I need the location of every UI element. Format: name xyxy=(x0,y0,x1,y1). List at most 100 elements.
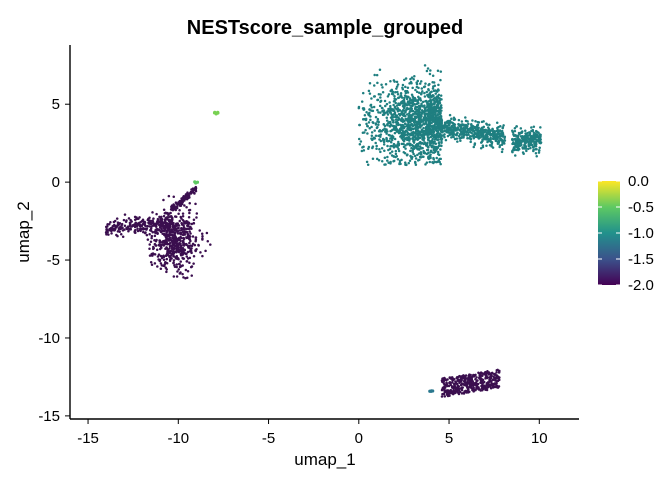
scatter-point xyxy=(406,119,410,122)
scatter-point xyxy=(168,219,171,222)
scatter-point xyxy=(452,116,456,120)
scatter-point xyxy=(472,145,476,149)
scatter-point xyxy=(367,147,370,150)
scatter-point xyxy=(150,236,153,240)
scatter-point xyxy=(152,246,156,250)
scatter-point xyxy=(414,157,418,160)
scatter-point xyxy=(428,389,432,393)
scatter-point xyxy=(388,134,392,137)
scatter-point xyxy=(418,158,421,161)
scatter-point xyxy=(439,127,443,130)
scatter-point xyxy=(473,143,476,146)
scatter-point xyxy=(359,140,363,143)
scatter-point xyxy=(460,382,464,386)
scatter-point xyxy=(159,254,163,258)
scatter-point xyxy=(517,138,520,142)
scatter-point xyxy=(164,260,167,264)
scatter-point xyxy=(127,217,131,220)
scatter-point xyxy=(376,108,379,112)
scatter-point xyxy=(390,129,393,133)
scatter-point xyxy=(184,227,188,231)
scatter-point xyxy=(381,91,385,94)
scatter-point xyxy=(395,144,399,148)
scatter-point xyxy=(172,255,176,258)
scatter-point xyxy=(184,277,187,280)
scatter-point xyxy=(145,228,148,231)
scatter-point xyxy=(153,242,157,246)
scatter-point xyxy=(157,253,161,256)
scatter-point xyxy=(184,220,188,224)
scatter-point xyxy=(358,123,362,127)
scatter-point xyxy=(195,212,199,215)
scatter-point xyxy=(399,94,402,97)
scatter-point xyxy=(188,208,192,212)
scatter-point xyxy=(396,83,400,86)
scatter-point xyxy=(169,225,172,228)
scatter-point xyxy=(168,244,172,248)
scatter-point xyxy=(463,377,466,381)
scatter-point xyxy=(165,252,169,255)
scatter-point xyxy=(427,145,430,149)
scatter-point xyxy=(178,208,181,212)
scatter-point xyxy=(141,218,145,222)
scatter-point xyxy=(477,121,481,124)
scatter-point xyxy=(385,116,389,119)
scatter-point xyxy=(498,378,501,382)
scatter-point xyxy=(495,132,499,136)
scatter-point xyxy=(458,381,461,384)
scatter-point xyxy=(516,136,520,140)
scatter-point xyxy=(383,104,387,108)
scatter-point xyxy=(110,232,113,235)
scatter-point xyxy=(369,104,372,107)
scatter-point xyxy=(485,123,489,126)
scatter-point xyxy=(186,227,190,230)
scatter-point xyxy=(411,155,414,159)
scatter-point xyxy=(155,220,159,223)
scatter-point xyxy=(360,100,364,103)
scatter-point xyxy=(436,109,439,113)
scatter-point xyxy=(447,123,451,127)
scatter-point xyxy=(394,91,397,94)
scatter-point xyxy=(438,160,441,164)
scatter-point xyxy=(491,128,494,132)
scatter-point xyxy=(501,133,505,137)
scatter-point xyxy=(482,125,485,129)
scatter-point xyxy=(429,150,433,154)
scatter-point xyxy=(170,219,173,222)
scatter-point xyxy=(389,111,392,114)
scatter-point xyxy=(444,124,447,128)
scatter-point xyxy=(155,238,158,242)
scatter-point xyxy=(419,80,423,83)
scatter-point xyxy=(495,371,498,374)
scatter-point xyxy=(535,147,538,151)
scatter-point xyxy=(189,232,192,235)
scatter-point xyxy=(387,161,390,165)
scatter-point xyxy=(392,159,396,163)
scatter-point xyxy=(491,384,494,388)
scatter-point xyxy=(429,156,432,160)
scatter-point xyxy=(477,126,480,129)
scatter-point xyxy=(534,132,537,135)
scatter-point xyxy=(165,268,168,271)
scatter-point xyxy=(410,127,414,130)
scatter-point xyxy=(376,98,379,102)
scatter-point xyxy=(147,222,151,225)
scatter-point xyxy=(417,91,421,95)
scatter-point xyxy=(416,128,419,132)
scatter-point xyxy=(136,229,140,233)
scatter-point xyxy=(440,141,443,145)
scatter-point xyxy=(123,213,127,216)
scatter-point xyxy=(193,188,197,191)
scatter-point xyxy=(441,392,444,396)
scatter-point xyxy=(385,119,389,122)
scatter-point xyxy=(135,217,138,221)
scatter-point xyxy=(188,230,191,233)
scatter-point xyxy=(496,142,500,145)
scatter-point xyxy=(404,110,407,114)
scatter-point xyxy=(466,377,470,380)
scatter-point xyxy=(452,127,456,131)
scatter-point xyxy=(409,149,412,153)
scatter-point xyxy=(180,217,183,220)
scatter-point xyxy=(175,265,178,269)
scatter-point xyxy=(427,155,430,158)
